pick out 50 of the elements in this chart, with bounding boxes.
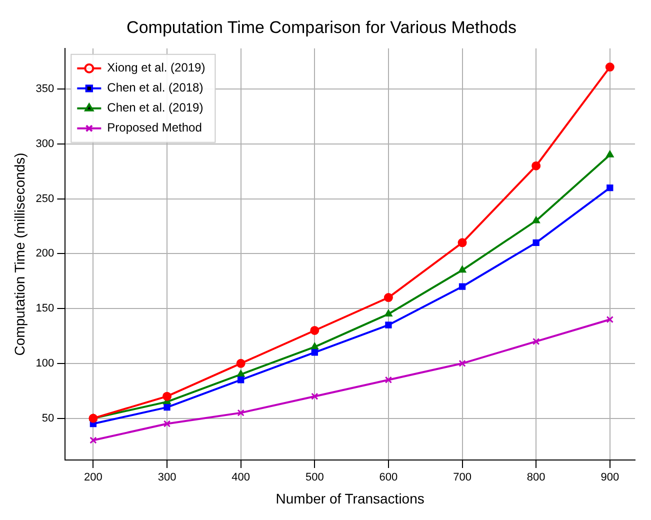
point bbox=[310, 326, 320, 335]
y-tick-label: 300 bbox=[36, 138, 54, 150]
point bbox=[310, 342, 319, 350]
point bbox=[162, 392, 172, 401]
y-tick-label: 150 bbox=[36, 302, 54, 315]
point bbox=[458, 238, 467, 248]
x-tick-label: 200 bbox=[84, 472, 102, 484]
point bbox=[532, 216, 540, 224]
point bbox=[458, 266, 466, 273]
point bbox=[164, 404, 170, 411]
point bbox=[606, 316, 614, 324]
point bbox=[532, 239, 540, 246]
legend-label: Xiong et al. (2019) bbox=[107, 60, 206, 75]
y-axis-title: Computation Time (milliseconds) bbox=[11, 152, 28, 356]
y-tick-label: 50 bbox=[42, 412, 54, 424]
x-axis-title: Number of Transactions bbox=[276, 490, 424, 506]
point bbox=[385, 322, 392, 328]
x-tick-label: 700 bbox=[453, 472, 472, 484]
point bbox=[384, 376, 392, 384]
point bbox=[532, 161, 541, 170]
legend-label: Chen et al. (2018) bbox=[107, 80, 204, 95]
y-tick-label: 250 bbox=[36, 192, 54, 205]
x-tick-label: 900 bbox=[600, 472, 620, 484]
point bbox=[163, 420, 171, 428]
legend-label: Chen et al. (2019) bbox=[107, 100, 204, 115]
x-tick-label: 400 bbox=[232, 472, 250, 484]
x-tick-label: 600 bbox=[379, 472, 398, 484]
point bbox=[237, 409, 244, 416]
point bbox=[606, 184, 614, 192]
point bbox=[236, 370, 245, 377]
point bbox=[532, 338, 540, 346]
point bbox=[236, 358, 246, 368]
chart-title: Computation Time Comparison for Various Methods bbox=[126, 18, 516, 37]
x-tick-label: 500 bbox=[305, 472, 324, 484]
point bbox=[458, 283, 466, 290]
y-tick-label: 200 bbox=[36, 248, 54, 260]
point bbox=[458, 360, 466, 367]
point bbox=[605, 62, 614, 72]
point bbox=[90, 436, 97, 444]
legend-label: Proposed Method bbox=[107, 120, 202, 135]
point bbox=[384, 293, 393, 302]
y-tick-label: 350 bbox=[36, 83, 54, 96]
point bbox=[606, 150, 614, 158]
point bbox=[238, 376, 244, 384]
point bbox=[311, 392, 318, 400]
y-tick-label: 100 bbox=[36, 357, 54, 370]
x-tick-label: 800 bbox=[526, 472, 546, 484]
point bbox=[311, 349, 318, 356]
point bbox=[384, 310, 392, 317]
x-tick-label: 300 bbox=[158, 472, 176, 484]
